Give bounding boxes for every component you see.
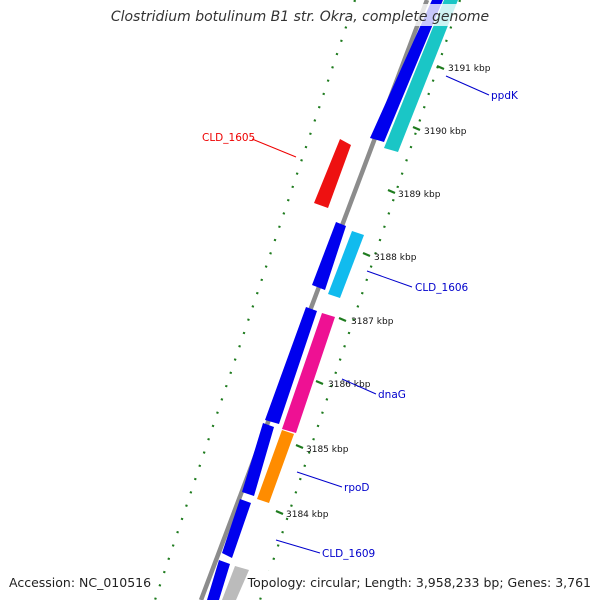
tick-label: 3188 kbp — [374, 253, 417, 263]
tick-marks — [275, 64, 445, 516]
leader-lines — [251, 75, 490, 554]
gene-arrow-blue — [312, 222, 346, 290]
footer-left-background — [4, 571, 150, 593]
gene-label-CLD-1606: CLD_1606 — [415, 282, 469, 294]
accession-label: Accession: NC_010516 — [9, 575, 151, 590]
forward-cds-track — [207, 0, 443, 600]
gene-label-ppdK: ppdK — [491, 90, 519, 102]
tick-label: 3187 kbp — [351, 317, 394, 327]
gene-rpoD — [257, 430, 294, 503]
gene-arrow-blue — [222, 499, 251, 558]
tick-label: 3190 kbp — [424, 127, 467, 137]
genome-summary: Topology: circular; Length: 3,958,233 bp… — [247, 575, 591, 590]
gene-label-CLD-1609: CLD_1609 — [322, 548, 375, 560]
gene-CLD-1605 — [314, 139, 351, 208]
gene-label-rpoD: rpoD — [344, 482, 370, 494]
gene-label-CLD-1605: CLD_1605 — [202, 132, 255, 144]
gene-arrow-blue — [242, 423, 274, 496]
gene-CLD-1609 — [222, 566, 249, 600]
tick-label: 3186 kbp — [328, 380, 371, 390]
tick-label: 3184 kbp — [286, 510, 329, 520]
gene-arrow-blue — [370, 0, 443, 142]
gene-CLD-1606 — [328, 231, 364, 298]
tick-label: 3189 kbp — [398, 190, 441, 200]
gene-arrow-blue — [265, 307, 317, 424]
gene-ppdK — [384, 0, 458, 152]
footer-right-background — [258, 571, 598, 593]
gene-arrow-blue — [207, 560, 230, 600]
tick-label: 3185 kbp — [306, 445, 349, 455]
gene-label-dnaG: dnaG — [378, 389, 406, 401]
map-title: Clostridium botulinum B1 str. Okra, comp… — [111, 9, 489, 25]
tick-label: 3191 kbp — [448, 64, 491, 74]
title-background — [110, 4, 490, 26]
gene-dnaG — [282, 313, 335, 433]
